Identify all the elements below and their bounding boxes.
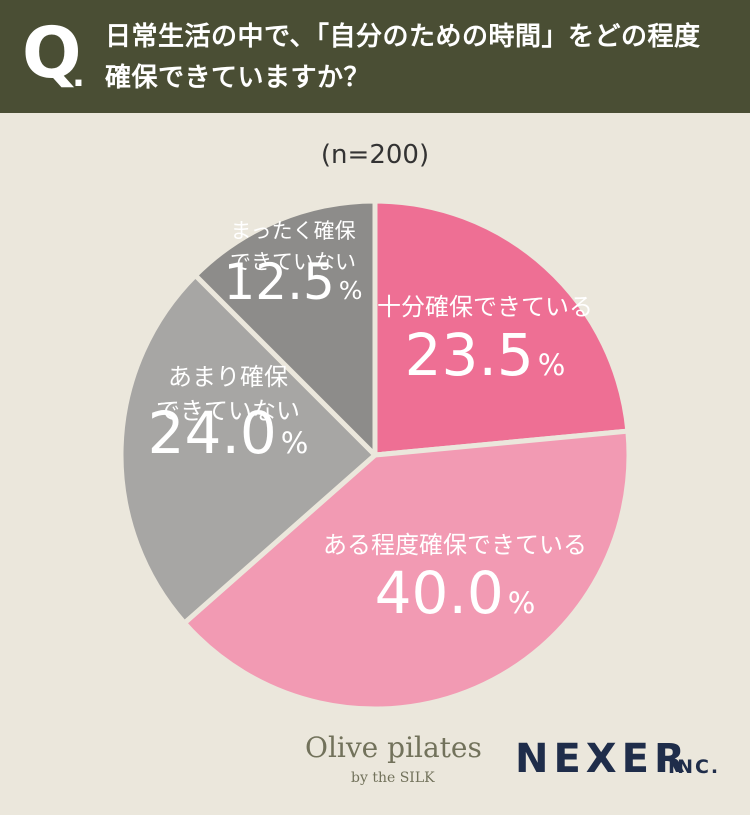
question-mark-dot: .: [72, 55, 85, 95]
olive-pilates-tagline: by the SILK: [351, 770, 435, 786]
slice-category-label: ある程度確保できている: [323, 531, 587, 559]
slice-category-label: できていない: [156, 397, 300, 425]
nexer-inc-logo: INC.: [668, 756, 721, 778]
sample-size: (n=200): [320, 140, 430, 170]
question-mark-q: Q: [22, 12, 82, 94]
pie-slice-1: [372, 198, 631, 458]
question-text-line1: 日常生活の中で、「自分のための時間」をどの程度: [105, 22, 701, 52]
question-text-line2: 確保できていますか？: [105, 63, 371, 93]
question-header: Q . 日常生活の中で、「自分のための時間」をどの程度 確保できていますか？: [0, 0, 750, 113]
nexer-logo: NEXER: [515, 736, 690, 782]
slice-category-label: 十分確保できている: [377, 293, 593, 321]
slice-value-label: 23.5%: [405, 321, 566, 389]
slice-value-label: 12.5%: [223, 253, 362, 311]
slice-value-label: 24.0%: [148, 399, 309, 467]
pie-slice-3: [118, 272, 378, 626]
slice-category-label: できていない: [230, 250, 356, 274]
olive-pilates-logo: Olive pilates: [305, 731, 482, 764]
pie-slice-4: [192, 198, 378, 458]
pie-slice-2: [181, 428, 632, 712]
slice-value-label: 40.0%: [375, 559, 536, 627]
slice-category-label: まったく確保: [230, 219, 355, 243]
slice-category-label: あまり確保: [168, 363, 288, 391]
